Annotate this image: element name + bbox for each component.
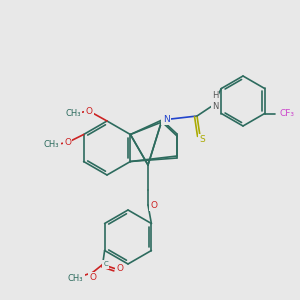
Text: O: O: [151, 200, 158, 209]
Text: C: C: [103, 262, 108, 268]
Text: O: O: [85, 106, 92, 116]
Text: H
N: H N: [212, 91, 218, 111]
Text: O: O: [64, 138, 71, 147]
Text: CF₃: CF₃: [279, 109, 294, 118]
Text: S: S: [199, 136, 205, 145]
Text: O: O: [116, 264, 123, 273]
Text: N: N: [163, 115, 170, 124]
Text: CH₃: CH₃: [65, 109, 81, 118]
Text: CH₃: CH₃: [44, 140, 59, 149]
Text: O: O: [89, 273, 96, 282]
Text: CH₃: CH₃: [68, 274, 83, 283]
